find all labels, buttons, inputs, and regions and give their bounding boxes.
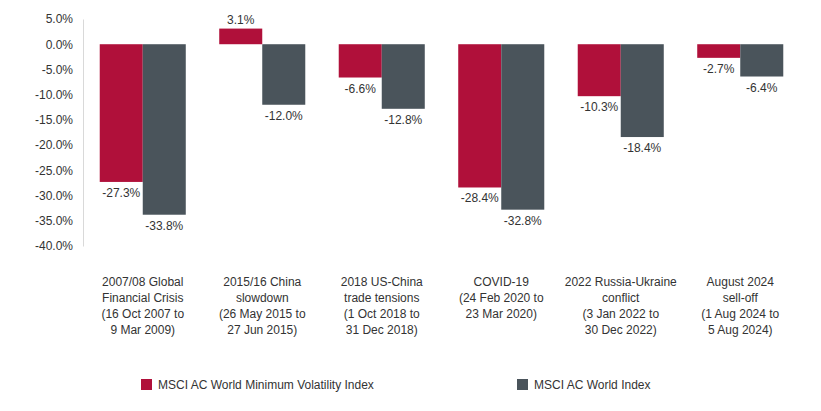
bar xyxy=(697,44,740,58)
chart: 5.0% 0.0% -5.0% -10.0% -15.0% -20.0% -25.0% -30… xyxy=(0,0,821,411)
y-tick: -30.0% xyxy=(35,189,83,203)
data-label: -12.0% xyxy=(265,109,303,123)
data-label: -10.3% xyxy=(580,100,618,114)
data-label: -18.4% xyxy=(623,141,661,155)
y-tick-label: -25.0% xyxy=(35,164,73,178)
x-axis: 2007/08 GlobalFinancial Crisis(16 Oct 20… xyxy=(101,275,779,337)
data-label: -12.8% xyxy=(384,113,422,127)
bar xyxy=(740,44,783,76)
data-label: -27.3% xyxy=(102,186,140,200)
x-tick-label: COVID-19(24 Feb 2020 to23 Mar 2020) xyxy=(459,275,544,321)
y-tick-label: -30.0% xyxy=(35,189,73,203)
y-tick-label: 0.0% xyxy=(46,38,74,52)
data-label: -32.8% xyxy=(504,214,542,228)
y-tick-label: -10.0% xyxy=(35,88,73,102)
bar xyxy=(262,44,305,105)
y-axis: 5.0% 0.0% -5.0% -10.0% -15.0% -20.0% -25.0% -30… xyxy=(35,12,84,253)
bar xyxy=(458,44,501,187)
bar xyxy=(501,44,544,209)
y-tick-label: -15.0% xyxy=(35,113,73,127)
y-tick: -5.0% xyxy=(42,63,83,77)
legend-swatch xyxy=(517,379,528,390)
bar xyxy=(339,44,382,77)
bar xyxy=(219,29,262,45)
x-tick: 2015/16 Chinaslowdown(26 May 2015 to27 J… xyxy=(219,275,306,337)
data-label: 3.1% xyxy=(227,13,255,27)
bars xyxy=(100,29,784,215)
bar xyxy=(143,44,186,215)
y-tick: -25.0% xyxy=(35,164,83,178)
y-tick-label: -20.0% xyxy=(35,138,73,152)
y-tick: -10.0% xyxy=(35,88,83,102)
y-tick: -35.0% xyxy=(35,214,83,228)
x-tick-label: 2018 US-Chinatrade tensions(1 Oct 2018 t… xyxy=(341,275,423,337)
bar xyxy=(578,44,621,96)
x-tick-label: 2022 Russia-Ukraineconflict(3 Jan 2022 t… xyxy=(565,275,677,337)
bar xyxy=(382,44,425,109)
x-tick: 2018 US-Chinatrade tensions(1 Oct 2018 t… xyxy=(341,275,423,337)
legend-swatch xyxy=(141,379,152,390)
data-label: -28.4% xyxy=(461,191,499,205)
y-tick-label: -5.0% xyxy=(42,63,74,77)
x-tick: August 2024sell-off(1 Aug 2024 to5 Aug 2… xyxy=(701,275,779,337)
y-axis-line xyxy=(83,20,84,247)
y-tick-label: 5.0% xyxy=(46,12,74,26)
x-tick: 2007/08 GlobalFinancial Crisis(16 Oct 20… xyxy=(101,275,184,337)
data-label: -33.8% xyxy=(145,219,183,233)
y-tick-label: -35.0% xyxy=(35,214,73,228)
data-label: -6.4% xyxy=(746,81,778,95)
y-tick: 0.0% xyxy=(46,38,83,52)
legend-label: MSCI AC World Index xyxy=(534,378,650,392)
bar xyxy=(100,44,143,182)
y-tick-label: -40.0% xyxy=(35,239,73,253)
bar xyxy=(621,44,664,137)
y-tick: -15.0% xyxy=(35,113,83,127)
y-tick: -20.0% xyxy=(35,138,83,152)
x-tick: 2022 Russia-Ukraineconflict(3 Jan 2022 t… xyxy=(565,275,677,337)
legend: MSCI AC World Minimum Volatility Index MS… xyxy=(141,378,650,392)
x-tick-label: 2007/08 GlobalFinancial Crisis(16 Oct 20… xyxy=(101,275,184,337)
legend-label: MSCI AC World Minimum Volatility Index xyxy=(158,378,374,392)
x-tick-label: 2015/16 Chinaslowdown(26 May 2015 to27 J… xyxy=(219,275,306,337)
y-tick: 5.0% xyxy=(46,12,83,26)
data-label: -6.6% xyxy=(345,82,377,96)
x-tick: COVID-19(24 Feb 2020 to23 Mar 2020) xyxy=(459,275,544,321)
data-label: -2.7% xyxy=(703,62,735,76)
data-labels: -27.3% 3.1% -6.6% -28.4% -10.3% -2.7% -33.8% -1… xyxy=(102,13,778,233)
x-tick-label: August 2024sell-off(1 Aug 2024 to5 Aug 2… xyxy=(701,275,779,337)
y-tick: -40.0% xyxy=(35,239,83,253)
